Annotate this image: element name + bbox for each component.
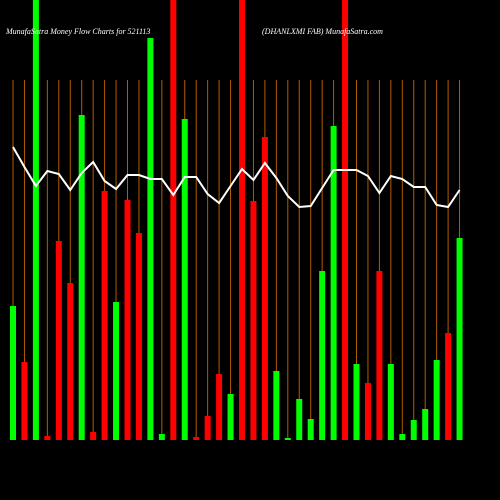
chart-subtitle: (DHANLXMI FAB) MunafaSatra.com — [262, 27, 383, 36]
bar — [261, 137, 268, 440]
bar — [67, 283, 74, 440]
bar — [296, 399, 303, 440]
bar — [387, 364, 394, 440]
bars — [10, 0, 463, 440]
money-flow-line — [12, 146, 461, 209]
bar — [78, 115, 85, 440]
bar — [32, 0, 39, 440]
bar — [204, 416, 211, 440]
bar — [330, 126, 337, 440]
bar — [376, 271, 383, 440]
bar — [307, 419, 314, 440]
bar — [284, 438, 291, 440]
bar — [445, 333, 452, 440]
bar — [456, 238, 463, 440]
chart-title: MunafaSatra Money Flow Charts for 521113 — [5, 27, 150, 36]
bar — [319, 271, 326, 440]
bar — [90, 432, 97, 440]
bar — [227, 394, 234, 440]
bar — [250, 201, 257, 440]
bar — [422, 409, 429, 440]
bar — [170, 0, 177, 440]
bar — [273, 371, 280, 440]
lines — [12, 146, 461, 209]
bar — [21, 362, 28, 440]
bar — [10, 306, 16, 440]
bar — [101, 191, 108, 440]
bar — [124, 200, 131, 440]
bar — [216, 374, 223, 440]
bar — [410, 420, 417, 440]
bar — [55, 241, 62, 440]
bar — [113, 302, 120, 440]
bar — [147, 38, 154, 440]
bar — [181, 119, 188, 440]
bar — [342, 0, 349, 440]
bar — [399, 434, 406, 440]
bar — [193, 437, 200, 440]
bar — [239, 0, 245, 440]
bar — [433, 360, 440, 440]
bar — [353, 364, 360, 440]
bar — [135, 233, 142, 440]
bar — [44, 436, 51, 440]
bar — [158, 434, 165, 440]
bar — [364, 383, 371, 440]
